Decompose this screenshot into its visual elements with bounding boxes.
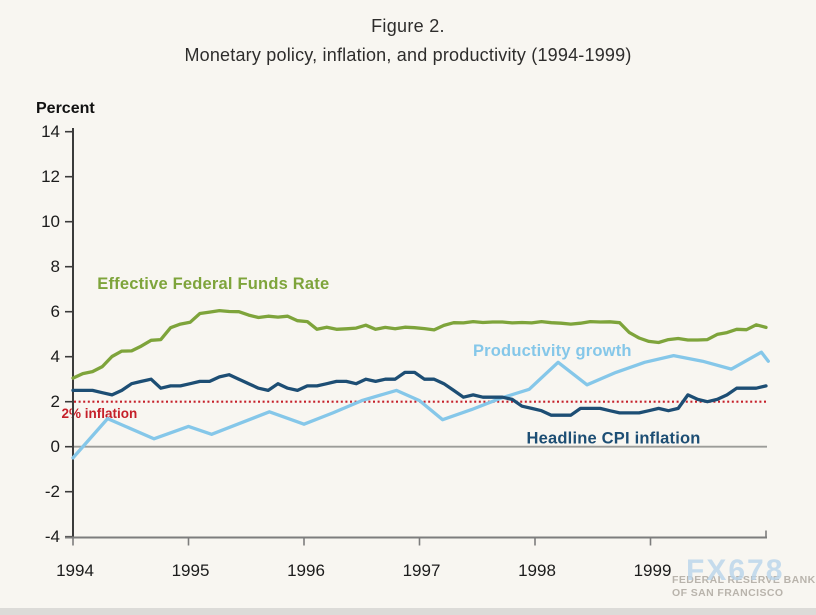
y-tick-label: 0 xyxy=(51,437,60,456)
x-tick-label: 1997 xyxy=(403,561,441,580)
reference-line-label: 2% inflation xyxy=(61,406,137,421)
x-tick-label: 1999 xyxy=(634,561,672,580)
y-tick-label: 12 xyxy=(41,167,60,186)
y-tick-label: 8 xyxy=(51,257,60,276)
figure-title: Monetary policy, inflation, and producti… xyxy=(184,45,632,65)
series-line-productivity-growth xyxy=(71,350,770,460)
x-tick-label: 1995 xyxy=(172,561,210,580)
series-label-headline-cpi-inflation: Headline CPI inflation xyxy=(527,430,701,448)
x-tick-label: 1996 xyxy=(287,561,325,580)
y-tick-label: 4 xyxy=(51,347,60,366)
series-label-productivity-growth: Productivity growth xyxy=(473,342,632,360)
bottom-edge-strip xyxy=(0,608,816,615)
y-tick-label: 2 xyxy=(51,392,60,411)
y-tick-label: -4 xyxy=(45,527,60,546)
watermark-org-text: FEDERAL RESERVE BANK OF SAN FRANCISCO xyxy=(672,574,816,600)
y-tick-label: 10 xyxy=(41,212,60,231)
x-tick-label: 1998 xyxy=(518,561,556,580)
series-line-effective-federal-funds-rate xyxy=(71,308,768,380)
y-axis-unit-label: Percent xyxy=(36,100,95,117)
y-tick-label: -2 xyxy=(45,482,60,501)
series-label-effective-federal-funds-rate: Effective Federal Funds Rate xyxy=(97,275,329,293)
x-tick-label: 1994 xyxy=(56,561,94,580)
figure-label: Figure 2. xyxy=(371,16,445,36)
watermark-brand: FX678 xyxy=(686,554,785,587)
y-tick-label: 6 xyxy=(51,302,60,321)
series-line-headline-cpi-inflation xyxy=(71,370,768,417)
watermark-org-line2: OF SAN FRANCISCO xyxy=(672,587,784,599)
y-tick-label: 14 xyxy=(41,122,60,141)
watermark-org-line1: FEDERAL RESERVE BANK xyxy=(672,574,816,586)
